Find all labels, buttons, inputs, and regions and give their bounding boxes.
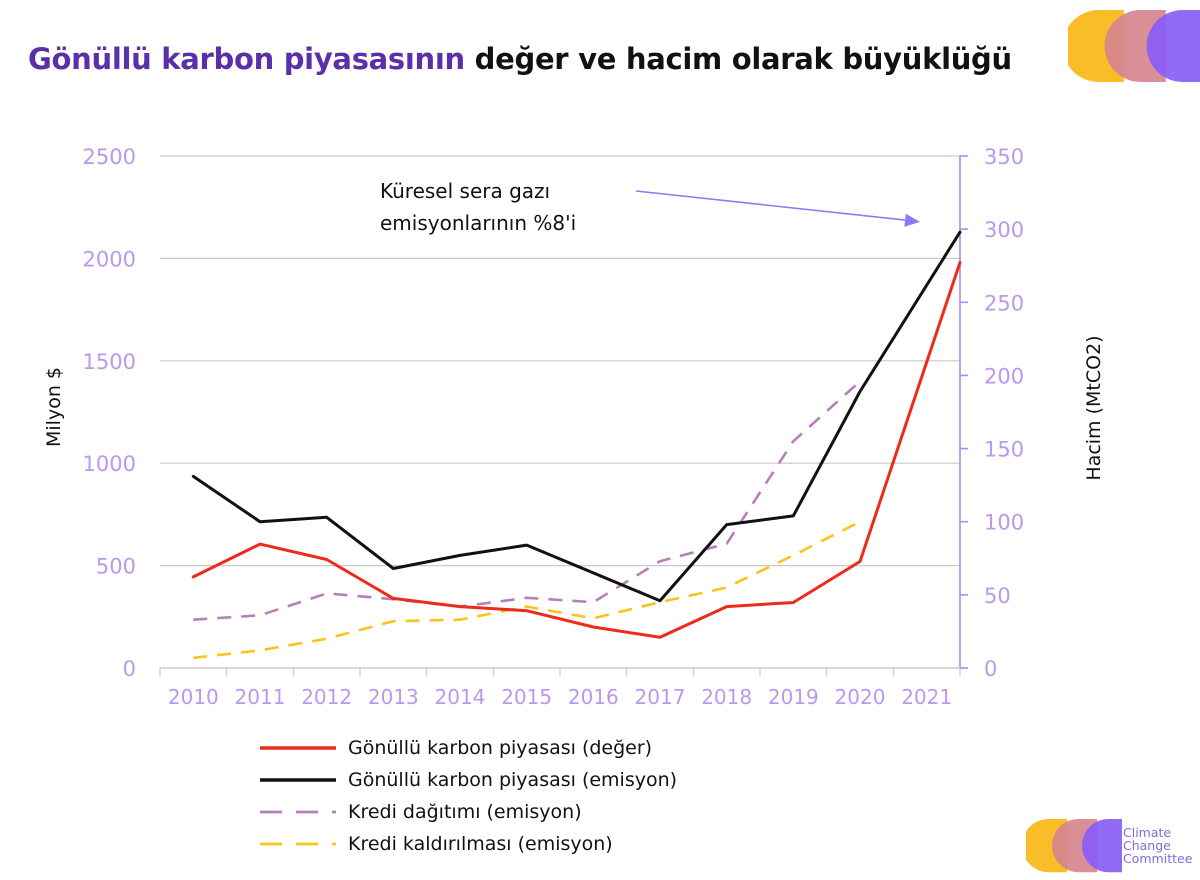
right-tick-label: 300 xyxy=(984,218,1024,242)
left-tick-label: 500 xyxy=(96,555,136,579)
annotation-text: emisyonlarının %8'i xyxy=(380,211,576,235)
legend-swatch xyxy=(260,810,336,814)
series-line xyxy=(193,380,861,621)
x-tick-label: 2013 xyxy=(368,685,419,709)
left-tick-label: 0 xyxy=(123,657,136,681)
right-axis-label: Hacim (MtCO2) xyxy=(1083,335,1105,480)
footer-logo xyxy=(1026,818,1122,873)
header-logo xyxy=(1068,10,1200,82)
left-tick-label: 1500 xyxy=(83,350,136,374)
x-tick-label: 2015 xyxy=(501,685,552,709)
x-tick-label: 2016 xyxy=(568,685,619,709)
annotation-arrow-head xyxy=(904,213,920,227)
right-tick-label: 350 xyxy=(984,145,1024,169)
legend-swatch xyxy=(260,746,336,750)
logo-shape xyxy=(1104,10,1166,82)
legend: Gönüllü karbon piyasası (değer) Gönüllü k… xyxy=(258,732,677,860)
title-rest: değer ve hacim olarak büyüklüğü xyxy=(464,42,1013,76)
x-tick-label: 2012 xyxy=(301,685,352,709)
series-line xyxy=(193,520,861,660)
x-axis: 2010 2011 2012 2013 2014 2015 2016 2017 2018 2019… xyxy=(159,667,961,709)
legend-item: Kredi dağıtımı (emisyon) xyxy=(258,796,677,828)
right-tick-label: 100 xyxy=(984,511,1024,535)
legend-label: Kredi dağıtımı (emisyon) xyxy=(348,801,582,823)
footer-logo-line: Climate xyxy=(1123,825,1172,840)
footer-logo-line: Committee xyxy=(1123,851,1193,866)
series-line xyxy=(191,261,962,639)
legend-item: Kredi kaldırılması (emisyon) xyxy=(258,828,677,860)
logo-shape xyxy=(1082,818,1122,873)
right-tick-label: 50 xyxy=(984,584,1011,608)
x-tick-label: 2021 xyxy=(901,685,952,709)
annotation: Küresel sera gazı emisyonlarının %8'i xyxy=(380,179,920,235)
left-axis-ticks: 0 500 1000 1500 2000 2500 xyxy=(83,145,136,681)
footer-logo-text: Climate Change Committee xyxy=(1123,826,1200,865)
legend-label: Kredi kaldırılması (emisyon) xyxy=(348,833,613,855)
logo-shape xyxy=(1146,10,1200,82)
right-tick-label: 150 xyxy=(984,438,1024,462)
annotation-text: Küresel sera gazı xyxy=(380,179,550,203)
left-tick-label: 2500 xyxy=(83,145,136,169)
legend-swatch xyxy=(260,842,336,846)
legend-label: Gönüllü karbon piyasası (emisyon) xyxy=(348,769,678,791)
legend-item: Gönüllü karbon piyasası (emisyon) xyxy=(258,764,677,796)
legend-item: Gönüllü karbon piyasası (değer) xyxy=(258,732,677,764)
legend-swatch xyxy=(260,778,336,782)
title-highlight: Gönüllü karbon piyasasının xyxy=(28,42,465,76)
left-tick-label: 1000 xyxy=(83,452,136,476)
x-tick-label: 2020 xyxy=(835,685,886,709)
x-tick-label: 2014 xyxy=(435,685,486,709)
x-tick-label: 2019 xyxy=(768,685,819,709)
right-tick-label: 200 xyxy=(984,364,1024,388)
right-tick-label: 250 xyxy=(984,291,1024,315)
x-tick-label: 2017 xyxy=(635,685,686,709)
left-axis-label: Milyon $ xyxy=(43,367,65,447)
page-title: Gönüllü karbon piyasasının değer ve haci… xyxy=(28,42,1012,76)
x-tick-label: 2010 xyxy=(168,685,219,709)
right-axis: 0 50 100 150 200 250 300 350 xyxy=(959,145,1024,681)
series-lines xyxy=(191,230,962,660)
x-tick-label: 2011 xyxy=(235,685,286,709)
footer-logo-line: Change xyxy=(1123,838,1171,853)
series-line xyxy=(191,230,962,603)
left-tick-label: 2000 xyxy=(83,247,136,271)
right-tick-label: 0 xyxy=(984,657,997,681)
annotation-arrow xyxy=(635,190,913,222)
x-tick-label: 2018 xyxy=(701,685,752,709)
line-chart: 0 500 1000 1500 2000 2500 0 50 100 150 200 250 300 3… xyxy=(43,145,1105,709)
legend-label: Gönüllü karbon piyasası (değer) xyxy=(348,737,653,759)
